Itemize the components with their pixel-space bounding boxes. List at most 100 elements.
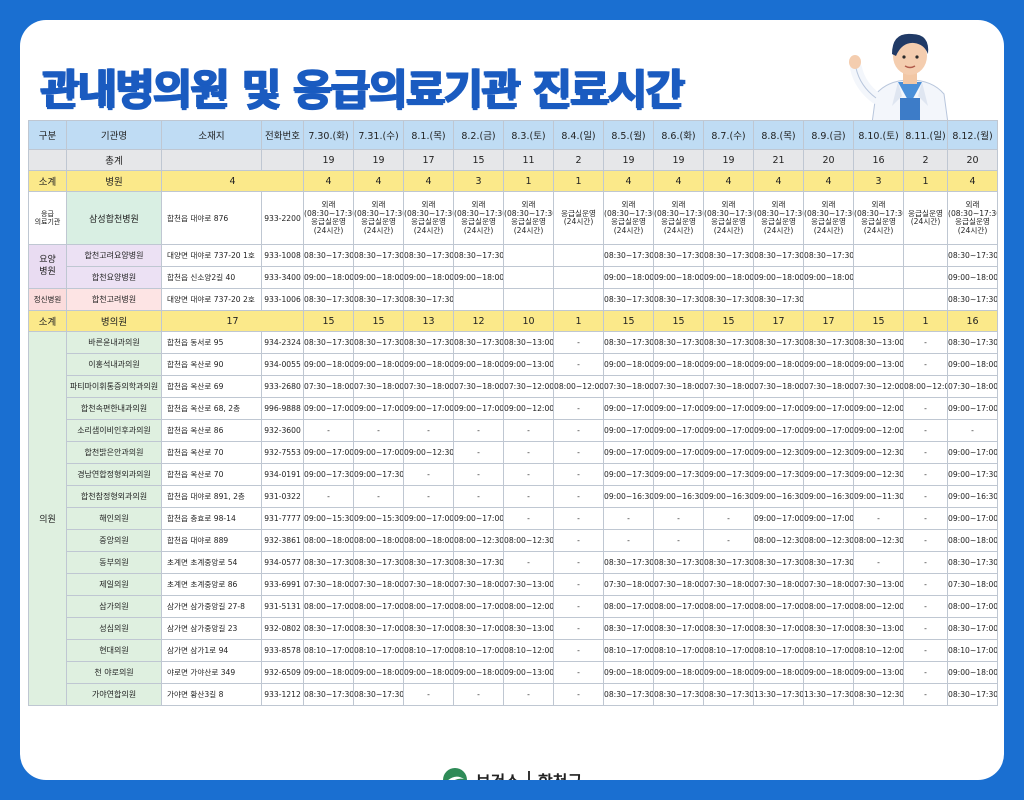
subtotal-daily-count: 4 (803, 170, 854, 192)
hours-cell: 09:00~18:00 (303, 266, 354, 289)
hours-cell: - (903, 573, 948, 596)
institution-address: 야로면 가야산로 349 (161, 661, 262, 684)
hours-cell: 09:00~11:30 (853, 485, 904, 508)
hours-cell: 09:00~17:00 (303, 397, 354, 420)
institution-phone: 933-1008 (261, 244, 304, 267)
hours-cell: 09:00~18:00 (453, 661, 504, 684)
hours-cell: 08:00~12:30 (503, 529, 554, 552)
hours-cell: 08:30~17:30 (703, 551, 754, 574)
header-date: 8.4.(일) (553, 120, 604, 150)
institution-phone: 933-2200 (261, 191, 304, 245)
institution-address: 삼가면 삼가중앙길 23 (161, 617, 262, 640)
hours-cell: 08:10~17:00 (403, 639, 454, 662)
header-date: 8.2.(금) (453, 120, 504, 150)
total-spacer (261, 149, 304, 171)
institution-address: 대양면 대야로 737-20 1호 (161, 244, 262, 267)
subtotal-daily-count: 4 (353, 170, 404, 192)
institution-address: 합천읍 신소양2길 40 (161, 266, 262, 289)
total-count: 19 (703, 149, 754, 171)
hours-cell: 08:30~17:30 (703, 244, 754, 267)
hours-cell: - (353, 485, 404, 508)
hours-cell: 09:00~17:00 (753, 507, 804, 530)
hours-cell: 09:00~12:00 (853, 419, 904, 442)
hours-cell: 08:30~17:30 (753, 551, 804, 574)
hours-cell: 08:00~18:00 (353, 529, 404, 552)
hours-cell: - (503, 683, 554, 706)
hours-cell: 외래 (08:30~17:30) 응급실운영 (24시간) (503, 191, 554, 245)
hours-cell: 08:00~17:00 (303, 595, 354, 618)
total-spacer (28, 149, 67, 171)
hours-cell: - (553, 463, 604, 486)
hours-cell: 외래 (08:30~17:30) 응급실운영 (24시간) (853, 191, 904, 245)
institution-name: 가야연합의원 (66, 683, 162, 706)
hours-cell: - (453, 463, 504, 486)
hours-cell: 09:00~17:00 (303, 441, 354, 464)
institution-name: 합천참정형외과의원 (66, 485, 162, 508)
category-nursing: 요양 병원 (28, 244, 67, 289)
hours-cell: 07:30~18:00 (753, 573, 804, 596)
hours-cell: 08:30~13:00 (853, 331, 904, 354)
hours-cell: 09:00~18:00 (803, 266, 854, 289)
total-count: 19 (653, 149, 704, 171)
hours-cell: - (903, 551, 948, 574)
hours-cell: 외래 (08:30~17:30) 응급실운영 (24시간) (947, 191, 998, 245)
hours-cell: 09:00~18:00 (803, 353, 854, 376)
hours-cell: 09:00~12:30 (803, 441, 854, 464)
total-count: 19 (603, 149, 654, 171)
hours-cell: 07:30~18:00 (453, 375, 504, 398)
hours-cell: 07:30~18:00 (703, 375, 754, 398)
hours-cell: 07:30~18:00 (303, 573, 354, 596)
institution-phone: 934-0577 (261, 551, 304, 574)
hours-cell: 08:30~17:30 (403, 331, 454, 354)
hours-cell: 09:00~17:00 (653, 397, 704, 420)
hours-cell: 08:00~17:00 (403, 595, 454, 618)
hours-cell: - (903, 463, 948, 486)
hours-cell: 09:00~18:00 (403, 266, 454, 289)
hours-cell: 08:30~17:30 (803, 551, 854, 574)
institution-name: 이홍석내과의원 (66, 353, 162, 376)
institution-name: 합천밝은안과의원 (66, 441, 162, 464)
hours-cell: - (503, 441, 554, 464)
hours-cell (553, 266, 604, 289)
hours-cell: - (553, 661, 604, 684)
hours-cell: 08:00~12:00 (553, 375, 604, 398)
hours-cell: 09:00~17:00 (803, 419, 854, 442)
hours-cell: 09:00~17:00 (603, 397, 654, 420)
hours-cell: - (853, 551, 904, 574)
hours-cell: 09:00~17:00 (703, 441, 754, 464)
hours-cell: 08:30~17:30 (653, 244, 704, 267)
hours-cell: 08:30~17:30 (947, 551, 998, 574)
emergency-row: 응급 의료기관 삼성합천병원 합천읍 대야로 876 933-2200 외래 (08:3… (28, 191, 998, 245)
hours-cell (803, 288, 854, 311)
subtotal-name: 병의원 (66, 310, 162, 332)
hours-cell: - (553, 419, 604, 442)
institution-phone: 933-6991 (261, 573, 304, 596)
clinic-row: 합천속편한내과의원 합천읍 옥산로 68, 2층 996-9888 09:00~17:… (29, 397, 998, 420)
hours-cell: 09:00~18:00 (453, 266, 504, 289)
institution-address: 초계면 초계중앙로 86 (161, 573, 262, 596)
hours-cell: 09:00~17:00 (603, 419, 654, 442)
hours-cell: 외래 (08:30~17:30) 응급실운영 (24시간) (603, 191, 654, 245)
hours-cell: 09:00~18:00 (653, 353, 704, 376)
hours-cell: 08:00~12:30 (453, 529, 504, 552)
hours-cell: - (403, 419, 454, 442)
hours-cell: 09:00~13:00 (853, 353, 904, 376)
institution-address: 삼가면 삼가1로 94 (161, 639, 262, 662)
hours-cell: 08:30~17:30 (353, 683, 404, 706)
hours-cell: 08:30~17:30 (353, 331, 404, 354)
institution-phone: 932-7553 (261, 441, 304, 464)
nursing-hospital-row: 합천요양병원 합천읍 신소양2길 40 933-3400 09:00~18:00 09:… (29, 266, 998, 289)
hours-cell: 08:10~17:00 (353, 639, 404, 662)
hours-cell: 08:00~12:30 (853, 529, 904, 552)
hours-cell: 09:00~17:00 (947, 507, 998, 530)
hours-cell: 08:30~17:30 (947, 331, 998, 354)
hours-cell: 08:30~17:30 (403, 244, 454, 267)
hours-cell: 09:00~17:30 (353, 463, 404, 486)
institution-phone: 934-2324 (261, 331, 304, 354)
hours-cell: 09:00~17:00 (753, 419, 804, 442)
header-date: 8.3.(토) (503, 120, 554, 150)
hours-cell: 09:00~18:00 (303, 661, 354, 684)
hours-cell: 07:30~18:00 (653, 573, 704, 596)
hours-cell: 08:30~17:00 (603, 617, 654, 640)
clinic-row: 소리샘이비인후과의원 합천읍 옥산로 86 932-3600- - - - - -09:00~… (29, 419, 998, 442)
